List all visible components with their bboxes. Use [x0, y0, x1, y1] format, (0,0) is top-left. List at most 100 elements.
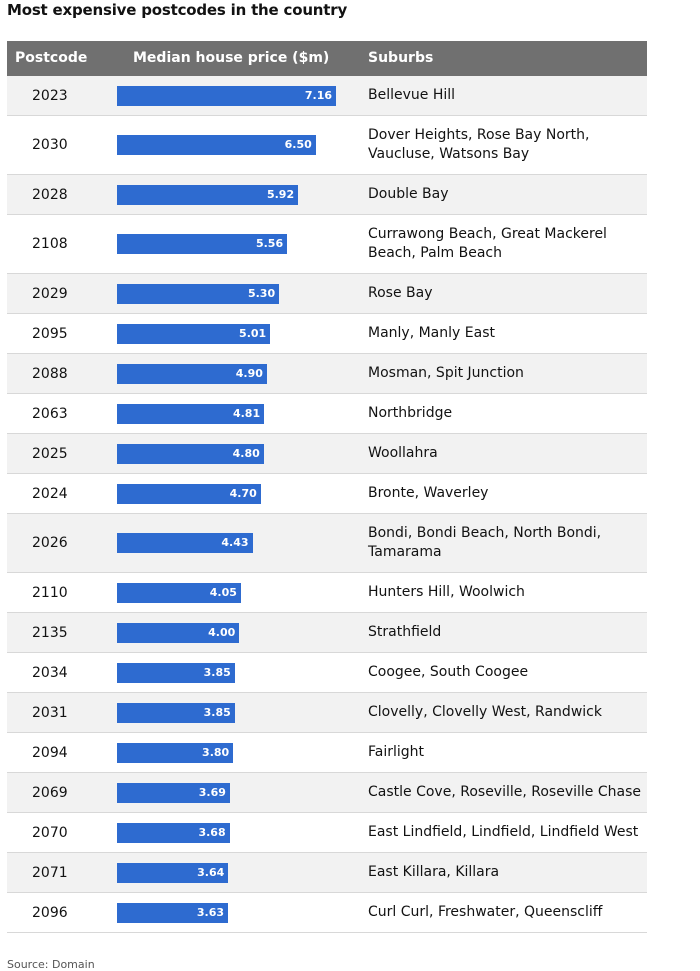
suburbs-cell: Manly, Manly East [368, 325, 495, 341]
suburbs-cell: Hunters Hill, Woolwich [368, 584, 525, 600]
table-row: 2028 5.92 Double Bay [7, 175, 647, 215]
suburbs-cell: Bronte, Waverley [368, 485, 489, 501]
price-bar: 3.80 [117, 742, 234, 763]
bar-track: 6.50 [117, 116, 357, 174]
price-bar: 4.70 [117, 483, 261, 504]
price-bar: 4.43 [117, 533, 253, 553]
postcode-cell: 2025 [32, 445, 68, 462]
price-bar: 3.63 [117, 902, 228, 923]
header-suburbs: Suburbs [368, 50, 434, 66]
bar-track: 3.63 [117, 893, 357, 932]
suburbs-cell: Strathfield [368, 624, 442, 640]
chart-title: Most expensive postcodes in the country [7, 1, 348, 19]
table-row: 2031 3.85 Clovelly, Clovelly West, Randwic… [7, 693, 647, 733]
suburbs-cell: Bellevue Hill [368, 87, 456, 103]
postcode-cell: 2088 [32, 365, 68, 382]
postcode-cell: 2031 [32, 704, 68, 721]
table-row: 2096 3.63 Curl Curl, Freshwater, Queenscli… [7, 893, 647, 933]
header-postcode: Postcode [15, 50, 88, 66]
table-row: 2135 4.00 Strathfield [7, 613, 647, 653]
bar-track: 3.80 [117, 733, 357, 772]
bar-track: 4.80 [117, 434, 357, 473]
suburbs-cell: Currawong Beach, Great Mackerel Beach, P… [368, 226, 607, 261]
price-bar: 4.80 [117, 443, 264, 464]
bar-track: 3.85 [117, 653, 357, 692]
table-row: 2069 3.69 Castle Cove, Roseville, Rosevill… [7, 773, 647, 813]
suburbs-cell: Woollahra [368, 445, 438, 461]
price-bar: 5.01 [117, 323, 271, 344]
bar-track: 5.92 [117, 175, 357, 214]
suburbs-cell: East Lindfield, Lindfield, Lindfield Wes… [368, 824, 639, 840]
price-bar: 4.81 [117, 403, 265, 424]
suburbs-cell: Mosman, Spit Junction [368, 365, 524, 381]
postcode-cell: 2096 [32, 904, 68, 921]
postcode-cell: 2095 [32, 325, 68, 342]
postcode-cell: 2071 [32, 864, 68, 881]
table-row: 2024 4.70 Bronte, Waverley [7, 474, 647, 514]
table-row: 2095 5.01 Manly, Manly East [7, 314, 647, 354]
postcode-cell: 2135 [32, 624, 68, 641]
bar-track: 4.70 [117, 474, 357, 513]
bar-track: 5.01 [117, 314, 357, 353]
price-bar: 5.30 [117, 283, 280, 304]
bar-track: 7.16 [117, 76, 357, 115]
postcode-cell: 2028 [32, 186, 68, 203]
price-bar: 5.92 [117, 184, 299, 205]
postcode-cell: 2063 [32, 405, 68, 422]
bar-track: 3.64 [117, 853, 357, 892]
price-bar: 7.16 [117, 85, 336, 106]
price-bar: 4.00 [117, 622, 240, 643]
price-bar: 3.85 [117, 702, 235, 723]
bar-track: 4.81 [117, 394, 357, 433]
table-row: 2030 6.50 Dover Heights, Rose Bay North, V… [7, 116, 647, 175]
suburbs-cell: East Killara, Killara [368, 864, 500, 880]
price-bar: 3.68 [117, 822, 230, 843]
bar-track: 5.30 [117, 274, 357, 313]
suburbs-cell: Dover Heights, Rose Bay North, Vaucluse,… [368, 127, 590, 162]
table-header: Postcode Median house price ($m) Suburbs [7, 41, 647, 76]
bar-track: 4.90 [117, 354, 357, 393]
postcode-cell: 2069 [32, 784, 68, 801]
suburbs-cell: Fairlight [368, 744, 425, 760]
table-row: 2026 4.43 Bondi, Bondi Beach, North Bondi,… [7, 514, 647, 573]
bar-track: 5.56 [117, 215, 357, 273]
suburbs-cell: Clovelly, Clovelly West, Randwick [368, 704, 602, 720]
table-row: 2023 7.16 Bellevue Hill [7, 76, 647, 116]
postcode-cell: 2023 [32, 87, 68, 104]
price-bar: 4.90 [117, 363, 267, 384]
postcode-cell: 2024 [32, 485, 68, 502]
price-bar: 3.85 [117, 662, 235, 683]
postcode-cell: 2034 [32, 664, 68, 681]
suburbs-cell: Curl Curl, Freshwater, Queenscliff [368, 904, 603, 920]
bar-track: 3.69 [117, 773, 357, 812]
postcode-cell: 2070 [32, 824, 68, 841]
bar-track: 3.85 [117, 693, 357, 732]
price-bar: 3.64 [117, 862, 229, 883]
table-row: 2071 3.64 East Killara, Killara [7, 853, 647, 893]
suburbs-cell: Castle Cove, Roseville, Roseville Chase [368, 784, 641, 800]
table-row: 2025 4.80 Woollahra [7, 434, 647, 474]
postcode-cell: 2029 [32, 285, 68, 302]
header-price: Median house price ($m) [133, 50, 330, 66]
bar-track: 4.00 [117, 613, 357, 652]
table-row: 2070 3.68 East Lindfield, Lindfield, Lindf… [7, 813, 647, 853]
price-bar: 6.50 [117, 135, 316, 155]
postcode-cell: 2026 [32, 535, 68, 551]
suburbs-cell: Coogee, South Coogee [368, 664, 529, 680]
bar-track: 4.05 [117, 573, 357, 612]
table-row: 2063 4.81 Northbridge [7, 394, 647, 434]
price-bar: 4.05 [117, 582, 241, 603]
suburbs-cell: Northbridge [368, 405, 453, 421]
bar-track: 3.68 [117, 813, 357, 852]
bar-track: 4.43 [117, 514, 357, 572]
postcode-cell: 2030 [32, 137, 68, 153]
source-note: Source: Domain [7, 958, 95, 971]
table-row: 2029 5.30 Rose Bay [7, 274, 647, 314]
suburbs-cell: Double Bay [368, 186, 449, 202]
price-bar: 3.69 [117, 782, 230, 803]
price-table: Postcode Median house price ($m) Suburbs… [7, 41, 647, 933]
table-row: 2110 4.05 Hunters Hill, Woolwich [7, 573, 647, 613]
postcode-cell: 2108 [32, 236, 68, 252]
price-bar: 5.56 [117, 234, 288, 254]
suburbs-cell: Bondi, Bondi Beach, North Bondi, Tamaram… [368, 525, 602, 560]
